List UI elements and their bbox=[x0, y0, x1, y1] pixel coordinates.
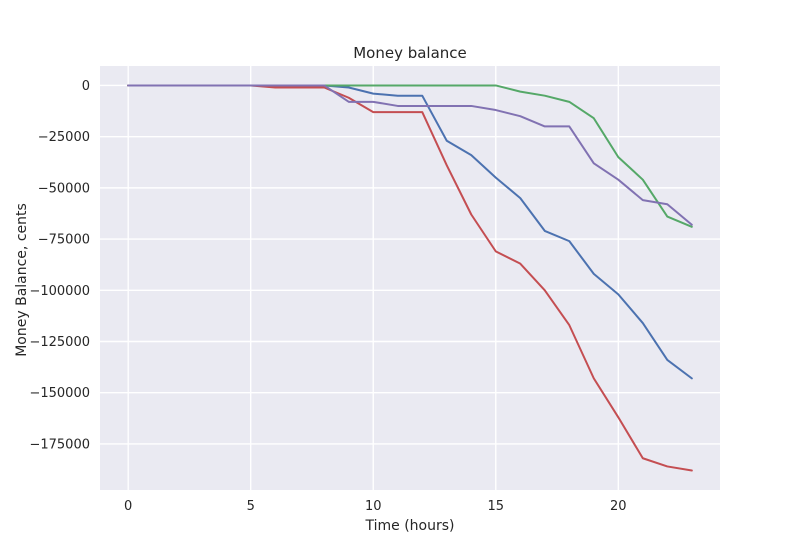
x-tick-label: 10 bbox=[365, 499, 382, 514]
chart-title: Money balance bbox=[353, 44, 467, 62]
y-tick-label: −175000 bbox=[29, 437, 90, 452]
x-tick-label: 5 bbox=[247, 499, 255, 514]
x-tick-label: 0 bbox=[124, 499, 132, 514]
series-lines bbox=[127, 84, 693, 472]
x-tick-label: 20 bbox=[610, 499, 627, 514]
y-tick-label: 0 bbox=[82, 79, 90, 94]
y-tick-label: −25000 bbox=[38, 130, 90, 145]
y-tick-label: −150000 bbox=[29, 386, 90, 401]
y-tick-labels: 0 −25000 −50000 −75000 −100000 −125000 −150000… bbox=[29, 79, 90, 452]
y-tick-label: −50000 bbox=[38, 181, 90, 196]
x-tick-label: 15 bbox=[487, 499, 504, 514]
y-tick-label: −100000 bbox=[29, 284, 90, 299]
y-tick-label: −125000 bbox=[29, 335, 90, 350]
series-line-4 bbox=[127, 84, 693, 226]
plot-area bbox=[100, 66, 720, 490]
y-tick-label: −75000 bbox=[38, 233, 90, 248]
x-axis-label: Time (hours) bbox=[365, 518, 455, 534]
x-tick-labels: 0 5 10 15 20 bbox=[124, 499, 627, 514]
y-axis-label: Money Balance, cents bbox=[14, 203, 30, 357]
